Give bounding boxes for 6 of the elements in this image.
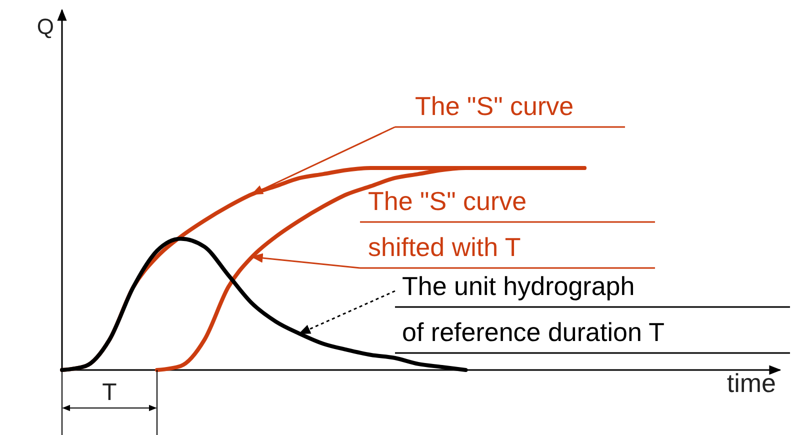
text: T [102,379,118,406]
text: time [726,368,776,398]
series-label: The "S" curve [415,91,574,121]
legend-label: The unit hydrograph of reference duration T [402,271,665,347]
text: Q [36,14,54,39]
series-label: The "S" curve shifted with T [368,186,527,262]
